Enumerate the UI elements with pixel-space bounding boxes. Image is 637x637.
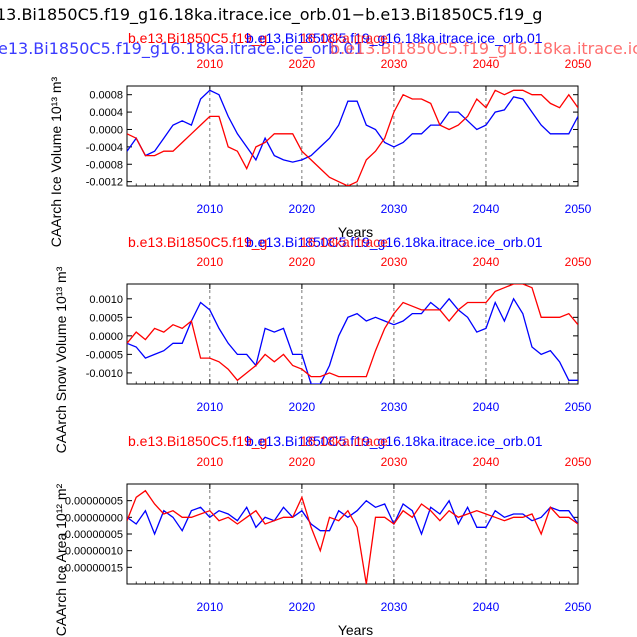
x-tick-label-bottom: 2010 (196, 600, 223, 614)
chart-panel-2: b.e13.Bi1850C5.f19_gb.e13.Bi1850C5.f19_g… (53, 234, 592, 453)
series-line-red (127, 89, 578, 186)
y-tick-label: -0.0005 (86, 349, 123, 361)
y-tick-label: -0.0008 (86, 159, 123, 171)
x-tick-label-top: 2050 (565, 255, 592, 269)
y-tick-label: 0.0005 (89, 312, 123, 324)
y-tick-label: -0.0012 (86, 177, 123, 189)
x-tick-label-top: 2030 (381, 57, 408, 71)
x-tick-label-bottom: 2010 (196, 202, 223, 216)
y-axis-title: CAArch Ice Area 10¹² m² (53, 483, 69, 636)
x-tick-label-bottom: 2030 (381, 400, 408, 414)
x-tick-label-top: 2010 (196, 455, 223, 469)
x-tick-label-bottom: 2050 (565, 600, 592, 614)
y-tick-label: -0.0004 (86, 142, 123, 154)
x-tick-label-top: 2040 (473, 455, 500, 469)
y-tick-label: 0.0000 (89, 331, 123, 343)
x-tick-label-top: 2030 (381, 255, 408, 269)
x-tick-label-bottom: 2020 (289, 600, 316, 614)
y-tick-label: -0.00000010 (61, 546, 123, 558)
y-tick-label: -0.0010 (86, 368, 123, 380)
x-tick-label-bottom: 2020 (289, 400, 316, 414)
panel-label-red: b.e13.Bi1850C5.f19_g (128, 433, 267, 449)
x-axis-title: Years (338, 224, 373, 240)
y-tick-label: -0.00000015 (61, 562, 123, 574)
series-line-red (127, 284, 578, 382)
x-tick-label-bottom: 2050 (565, 202, 592, 216)
series-line-blue (127, 499, 578, 536)
x-tick-label-top: 2010 (196, 57, 223, 71)
x-tick-label-top: 2050 (565, 57, 592, 71)
x-tick-label-top: 2050 (565, 455, 592, 469)
x-tick-label-top: 2010 (196, 255, 223, 269)
x-tick-label-bottom: 2010 (196, 400, 223, 414)
chart-panel-1: b.e13.Bi1850C5.f19_gb.e13.Bi1850C5.f19_g… (48, 30, 592, 247)
panel-label-blue: b.e13.Bi1850C5.f19_g16.18ka.itrace.ice_o… (246, 234, 543, 250)
panel-label-overlap: 16.18ka.itrace (300, 234, 388, 250)
y-tick-label: -0.00000005 (61, 529, 123, 541)
x-tick-label-top: 2020 (289, 255, 316, 269)
panels-group: b.e13.Bi1850C5.f19_gb.e13.Bi1850C5.f19_g… (48, 30, 592, 637)
x-tick-label-bottom: 2040 (473, 400, 500, 414)
x-tick-label-bottom: 2020 (289, 202, 316, 216)
x-tick-label-bottom: 2030 (381, 202, 408, 216)
y-tick-label: 0.0008 (89, 90, 123, 102)
series-line-blue (127, 297, 578, 384)
series-line-blue (127, 89, 578, 163)
figure-title-blue: e13.Bi1850C5.f19_g16.18ka.itrace.ice_orb… (0, 39, 364, 59)
figure-title-red: b.e13.Bi1850C5.f19_g16.18ka.itrace.ice_o… (330, 39, 637, 59)
panel-label-overlap: 16.18ka.itrace (300, 433, 388, 449)
x-axis-title: Years (338, 622, 373, 637)
x-tick-label-top: 2020 (289, 57, 316, 71)
y-tick-label: 0.0004 (89, 107, 123, 119)
x-tick-label-top: 2040 (473, 57, 500, 71)
panel-label-blue: b.e13.Bi1850C5.f19_g16.18ka.itrace.ice_o… (246, 433, 543, 449)
y-axis-title: CAArch Ice Volume 10¹³ m³ (48, 76, 64, 247)
x-tick-label-bottom: 2040 (473, 600, 500, 614)
panel-label-blue: b.e13.Bi1850C5.f19_g16.18ka.itrace.ice_o… (246, 30, 543, 46)
panel-label-red: b.e13.Bi1850C5.f19_g (128, 234, 267, 250)
x-tick-label-bottom: 2040 (473, 202, 500, 216)
figure-title-top: 13.Bi1850C5.f19_g16.18ka.itrace.ice_orb.… (0, 5, 542, 25)
y-axis-title: CAArch Snow Volume 10¹³ m³ (53, 266, 69, 453)
x-tick-label-bottom: 2030 (381, 600, 408, 614)
x-tick-label-top: 2040 (473, 255, 500, 269)
plot-frame (126, 85, 579, 187)
y-tick-label: 0.0000 (89, 124, 123, 136)
x-tick-label-top: 2030 (381, 455, 408, 469)
x-tick-label-bottom: 2050 (565, 400, 592, 414)
y-tick-label: 0.0010 (89, 294, 123, 306)
panel-label-overlap: 16.18ka.itrace (300, 30, 388, 46)
series-line-red (127, 489, 578, 584)
plot-frame (126, 483, 579, 585)
y-tick-label: 0.00000000 (65, 512, 123, 524)
plot-frame (126, 283, 579, 385)
panel-label-red: b.e13.Bi1850C5.f19_g (128, 30, 267, 46)
y-tick-label: 0.00000005 (65, 496, 123, 508)
x-tick-label-top: 2020 (289, 455, 316, 469)
chart-panel-3: b.e13.Bi1850C5.f19_gb.e13.Bi1850C5.f19_g… (53, 433, 592, 637)
